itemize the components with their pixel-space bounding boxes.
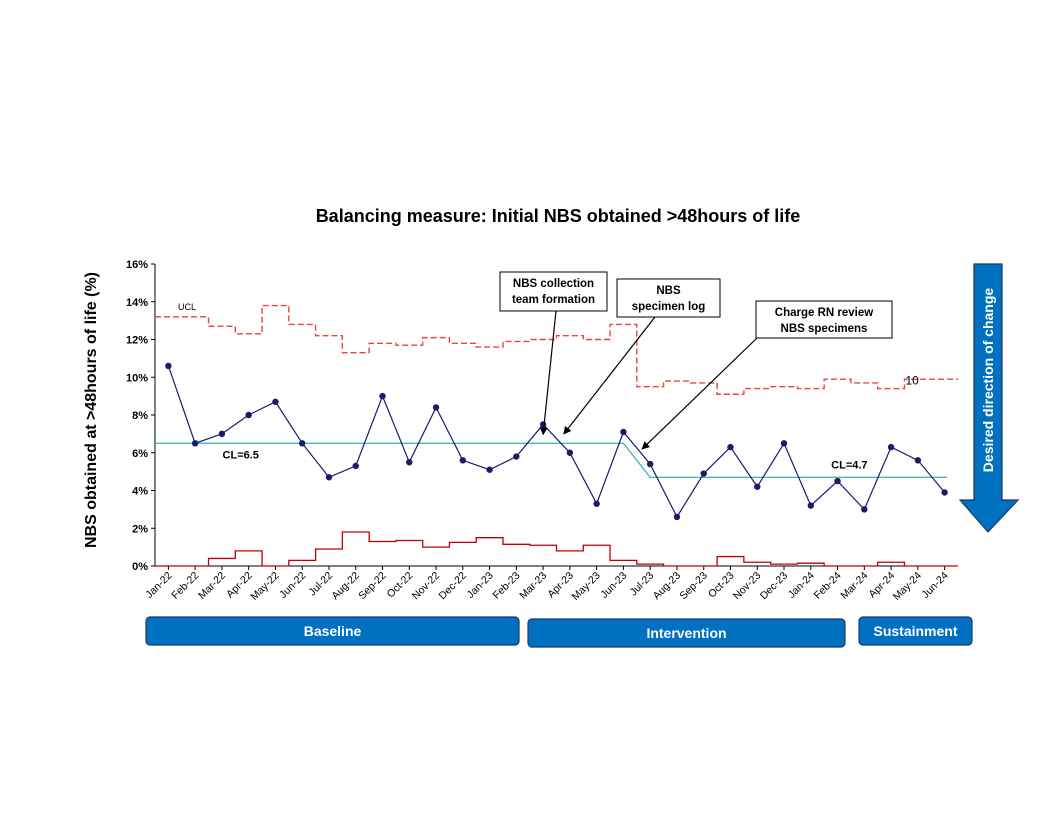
phase-bar-baseline	[145, 616, 520, 646]
data-point	[379, 392, 386, 400]
phase-label: Baseline	[304, 623, 362, 639]
cl-intervention-label: CL=4.7	[831, 459, 867, 471]
data-point	[245, 411, 252, 419]
x-tick-label: May-22	[248, 570, 281, 603]
annotation-text: NBS	[656, 285, 681, 297]
x-tick-label: Nov-23	[731, 570, 764, 603]
data-line	[167, 365, 946, 519]
data-point	[673, 513, 681, 521]
y-tick-label: 2%	[132, 523, 148, 535]
y-tick-label: 8%	[132, 410, 148, 422]
annotation-box	[755, 300, 893, 339]
x-tick-label: Jun-24	[920, 570, 951, 601]
phase-bars: Baseline Intervention Sustainment	[145, 616, 973, 648]
x-tick-label: May-24	[891, 570, 924, 603]
annotation-text: NBS specimens	[781, 323, 868, 335]
data-point	[566, 449, 574, 456]
direction-arrow-shape	[958, 263, 1020, 533]
data-point	[459, 457, 467, 464]
x-tick-label: Mar-23	[517, 570, 549, 602]
phase-label: Sustainment	[873, 623, 957, 639]
data-point	[807, 502, 814, 509]
x-tick-label: Feb-22	[169, 570, 201, 602]
y-tick-label: 0%	[132, 561, 148, 573]
x-tick-label: Sep-22	[356, 570, 389, 603]
data-point	[191, 440, 199, 447]
data-point	[834, 477, 841, 485]
y-tick-label: 12%	[126, 335, 148, 347]
y-axis-label: NBS obtained at >48hours of life (%)	[83, 272, 100, 548]
annotation-arrow	[641, 337, 758, 450]
y-tick-label: 6%	[132, 448, 148, 460]
data-point	[620, 428, 627, 436]
annotation-text: team formation	[512, 294, 595, 306]
x-tick-label: Feb-23	[490, 570, 522, 602]
annotations: NBS collection team formation NBS specimen …	[499, 271, 893, 450]
direction-label: Desired direction of change	[980, 288, 996, 473]
center-line	[155, 442, 948, 478]
data-point	[593, 500, 600, 507]
x-tick-label: Mar-24	[838, 570, 870, 602]
x-tick-label: Aug-22	[329, 570, 362, 603]
x-tick-label: Jan-23	[465, 570, 496, 601]
data-point	[727, 443, 734, 451]
phase-label: Intervention	[646, 625, 726, 641]
phase-bar-intervention	[527, 618, 846, 648]
x-tick-label: Jun-23	[598, 570, 629, 601]
phase-bar-sustainment	[858, 616, 973, 646]
annotation-text: specimen log	[632, 301, 706, 313]
data-point	[941, 489, 948, 496]
data-point	[700, 470, 707, 477]
data-point	[513, 453, 520, 460]
x-tick-label: Jan-22	[143, 570, 174, 601]
x-tick-label: Dec-22	[437, 570, 470, 603]
data-point	[861, 506, 868, 513]
data-point	[887, 443, 895, 451]
x-tick-label: May-23	[570, 570, 603, 603]
annotation-box	[616, 278, 721, 318]
annotation-arrow	[539, 310, 557, 436]
data-point	[780, 440, 788, 447]
x-tick-label: Mar-22	[196, 570, 228, 602]
y-tick-label: 16%	[126, 259, 148, 271]
x-tick-label: Nov-22	[410, 570, 443, 603]
data-point	[646, 460, 654, 468]
annotation-text: NBS collection	[513, 278, 594, 290]
data-point	[272, 398, 279, 405]
x-tick-label: Aug-23	[651, 570, 684, 603]
data-point	[406, 458, 413, 466]
x-tick-label: Jun-22	[277, 570, 308, 601]
x-tick-label: Dec-23	[758, 570, 791, 603]
x-tick-label: Sep-23	[677, 570, 710, 603]
y-tick-label: 10%	[126, 372, 148, 384]
ucl-label: UCL	[178, 302, 196, 312]
data-point	[432, 404, 440, 411]
y-tick-label: 4%	[132, 486, 148, 498]
data-point	[325, 474, 333, 481]
cl-baseline-label: CL=6.5	[223, 449, 259, 461]
data-point	[754, 483, 761, 490]
lcl-line	[155, 531, 958, 567]
annotation-arrow	[563, 316, 656, 435]
data-point	[914, 457, 922, 464]
annotation-text: Charge RN review	[775, 307, 873, 319]
ucl-line	[155, 304, 958, 395]
data-point	[299, 440, 306, 447]
y-tick-label: 14%	[126, 297, 148, 309]
data-point	[352, 462, 359, 470]
annotation-box	[499, 271, 608, 312]
data-point	[218, 430, 226, 438]
x-tick-label: Jan-24	[786, 570, 817, 601]
data-point	[486, 466, 493, 473]
x-tick-label: Feb-24	[812, 570, 844, 602]
chart-title: Balancing measure: Initial NBS obtained …	[316, 206, 801, 226]
data-point	[539, 421, 547, 428]
direction-arrow: Desired direction of change	[958, 263, 1020, 533]
ucl-marker-label: 10	[905, 374, 919, 388]
data-point	[165, 362, 172, 370]
